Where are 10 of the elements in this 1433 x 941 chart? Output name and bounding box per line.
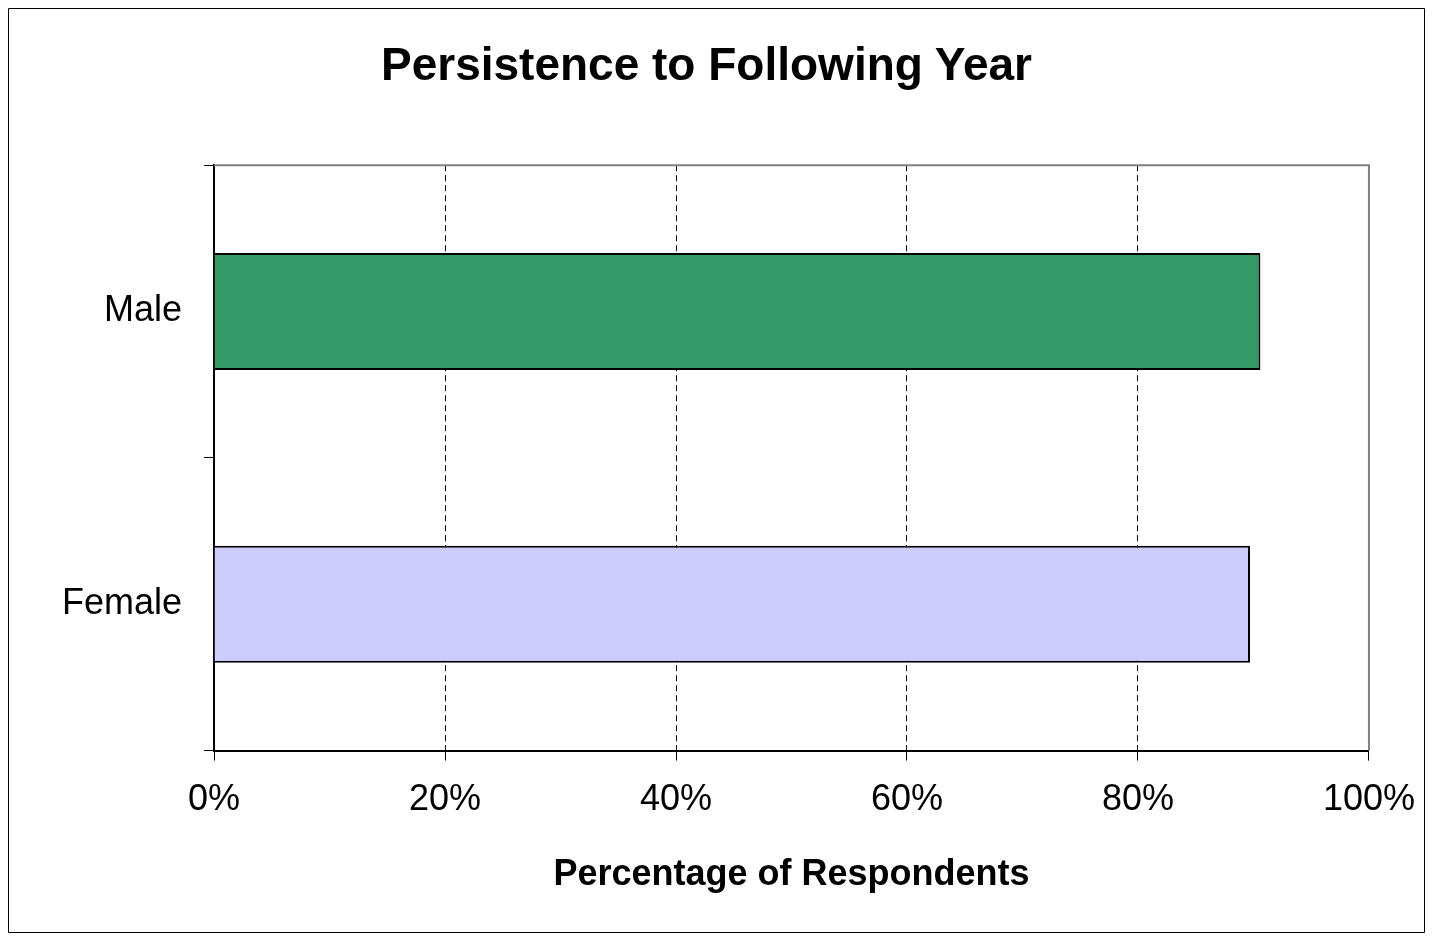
x-tick-label: 0%	[188, 777, 241, 819]
y-tick-label: Female	[61, 581, 183, 623]
x-axis-title: Percentage of Respondents	[553, 852, 1030, 894]
x-tick-label: 100%	[1322, 777, 1415, 819]
x-tick-label: 40%	[639, 777, 713, 819]
y-tick-label: Male	[104, 288, 183, 330]
chart-title: Persistence to Following Year	[380, 38, 1033, 91]
x-tick-label: 20%	[408, 777, 482, 819]
x-tick-label: 60%	[870, 777, 944, 819]
x-tick-label: 80%	[1101, 777, 1175, 819]
